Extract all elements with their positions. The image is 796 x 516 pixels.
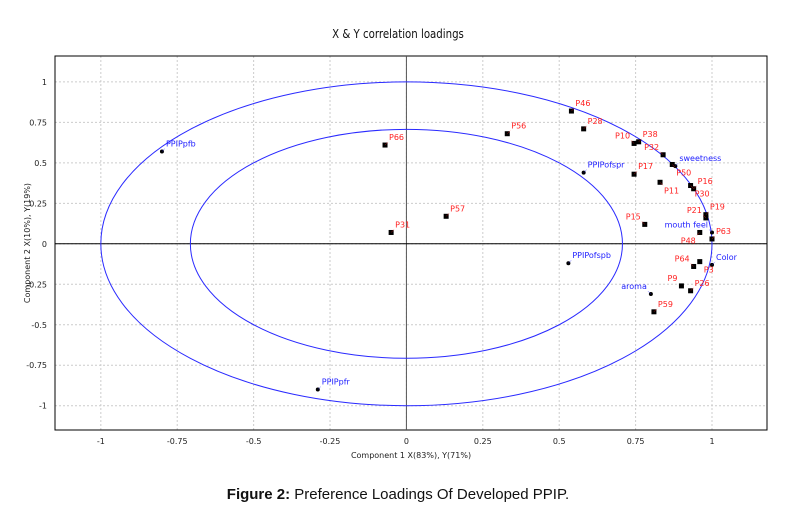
label-leader-line (630, 140, 635, 144)
chart-title: X & Y correlation loadings (332, 27, 464, 41)
label-leader-line (708, 229, 713, 233)
plot-frame (54, 55, 768, 431)
point-label: P19 (710, 203, 725, 212)
point-label: P16 (698, 177, 713, 186)
x-tick-label: 0.75 (627, 437, 645, 446)
point-label: P66 (389, 133, 404, 142)
x-loading-point (697, 259, 703, 265)
point-label: P10 (615, 131, 630, 140)
label-leader-line (317, 386, 321, 390)
point-label: P26 (695, 279, 710, 288)
grid-layer (55, 56, 767, 430)
label-leader-line (445, 213, 450, 217)
label-leader-line (571, 107, 575, 112)
point-label: PPIPpfb (166, 140, 196, 149)
x-tick-label: 0 (404, 437, 409, 446)
x-tick-label: -0.75 (167, 437, 188, 446)
point-label: PPIPofspb (572, 251, 611, 260)
y-tick-label: -0.75 (26, 361, 47, 370)
y-tick-label: 0 (42, 240, 47, 249)
correlation-ellipse (100, 81, 713, 407)
y-tick-label: -0.25 (26, 280, 47, 289)
correlation-ellipse (189, 128, 623, 359)
label-leader-line (633, 171, 638, 175)
point-label: P57 (450, 204, 465, 213)
y-tick-label: 0.75 (29, 118, 47, 127)
label-leader-line (690, 287, 694, 291)
point-label: P30 (695, 190, 710, 199)
point-label: P3 (704, 266, 714, 275)
point-label: P63 (716, 227, 731, 236)
point-label: P64 (675, 254, 690, 263)
point-label: P15 (626, 212, 641, 221)
label-leader-line (711, 235, 716, 240)
point-label: PPIPpfr (322, 378, 351, 387)
label-leader-line (693, 185, 697, 189)
label-leader-line (161, 148, 166, 152)
figure-caption: Figure 2: Preference Loadings Of Develop… (0, 486, 796, 503)
point-label: sweetness (679, 154, 721, 163)
x-tick-label: -0.5 (246, 437, 262, 446)
point-label: P56 (511, 122, 526, 131)
label-leader-line (641, 221, 645, 225)
y-tick-label: 1 (42, 78, 47, 87)
y-tick-label: -1 (39, 402, 47, 411)
point-label: Color (716, 253, 738, 262)
point-label: aroma (621, 282, 647, 291)
point-label: P50 (676, 168, 691, 177)
label-leader-line (384, 141, 389, 146)
label-leader-line (647, 290, 652, 295)
x-loading-point (678, 283, 684, 289)
point-label: P48 (681, 236, 696, 245)
label-leader-line (568, 260, 572, 264)
label-leader-line (507, 130, 511, 134)
label-leader-line (672, 164, 676, 168)
label-leader-line (583, 125, 587, 130)
point-label: P28 (588, 117, 603, 126)
label-leader-line (659, 182, 664, 186)
y-tick-label: 0.25 (29, 199, 47, 208)
caption-text: Preference Loadings Of Developed PPIP. (290, 486, 570, 503)
point-label: P11 (664, 186, 679, 195)
label-leader-line (702, 214, 707, 219)
label-leader-line (690, 185, 694, 189)
point-label: mouth feel (665, 220, 708, 229)
y-tick-label: 0.5 (34, 159, 47, 168)
x-axis-label: Component 1 X(83%), Y(71%) (351, 451, 471, 460)
caption-prefix: Figure 2: (226, 486, 291, 503)
label-leader-line (638, 138, 642, 142)
label-leader-line (653, 308, 658, 312)
label-leader-line (690, 263, 694, 267)
y-axis-label: Component 2 X(10%), Y(19%) (23, 183, 32, 303)
point-label: P38 (643, 130, 658, 139)
x-tick-label: -1 (97, 437, 105, 446)
label-leader-line (675, 162, 679, 167)
point-label: P46 (575, 99, 590, 108)
point-label: PPIPofspr (588, 161, 626, 170)
label-leader-line (583, 169, 587, 173)
label-leader-line (390, 229, 395, 233)
label-leader-line (696, 232, 700, 236)
point-label: P21 (687, 206, 702, 215)
point-label: P32 (644, 143, 659, 152)
x-tick-label: 0.5 (553, 437, 566, 446)
x-tick-label: -0.25 (320, 437, 341, 446)
leader-lines (161, 107, 716, 390)
point-label: P31 (395, 220, 410, 229)
label-leader-line (711, 261, 716, 266)
label-leader-line (705, 211, 710, 215)
label-leader-line (659, 151, 664, 155)
point-label: P17 (638, 162, 653, 171)
y-tick-label: -0.5 (31, 321, 47, 330)
point-label: P9 (668, 274, 678, 283)
point-label: P59 (658, 300, 673, 309)
x-tick-label: 1 (709, 437, 714, 446)
x-tick-label: 0.25 (474, 437, 492, 446)
